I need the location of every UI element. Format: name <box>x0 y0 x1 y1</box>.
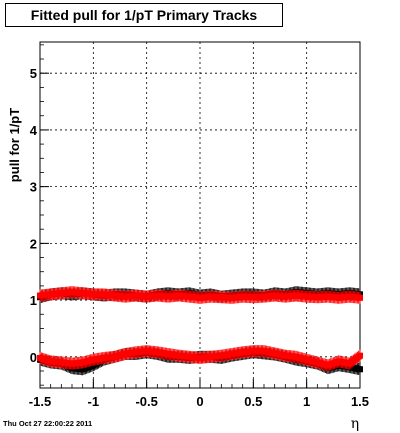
y-tick-label: 2 <box>30 236 37 251</box>
x-axis-label: η <box>351 416 359 432</box>
x-tick-label: 1 <box>303 394 310 409</box>
data-marks <box>37 286 363 376</box>
y-tick-label: 4 <box>30 123 38 138</box>
y-tick-label: 3 <box>30 180 37 195</box>
x-tick-label: 0 <box>196 394 203 409</box>
series-3 <box>37 345 363 372</box>
x-tick-label: 0.5 <box>244 394 262 409</box>
y-tick-label: 5 <box>30 66 37 81</box>
axis-ticks: -1.5 -1 -0.5 0 0.5 1 1.5 0 1 2 3 4 5 <box>29 44 369 409</box>
data-point <box>357 294 363 301</box>
x-tick-label: 1.5 <box>351 394 369 409</box>
y-tick-label: 0 <box>30 350 37 365</box>
chart-title: Fitted pull for 1/pT Primary Tracks <box>5 3 283 27</box>
y-tick-label: 1 <box>30 293 37 308</box>
data-point <box>357 366 363 373</box>
x-tick-label: -0.5 <box>135 394 157 409</box>
x-tick-label: -1 <box>88 394 100 409</box>
footer-timestamp: Thu Oct 27 22:00:22 2011 <box>3 419 93 428</box>
series-2 <box>37 286 363 304</box>
x-tick-label: -1.5 <box>29 394 51 409</box>
grid-lines <box>40 42 360 388</box>
y-axis-label: pull for 1/pT <box>7 108 22 182</box>
data-point <box>357 352 363 359</box>
